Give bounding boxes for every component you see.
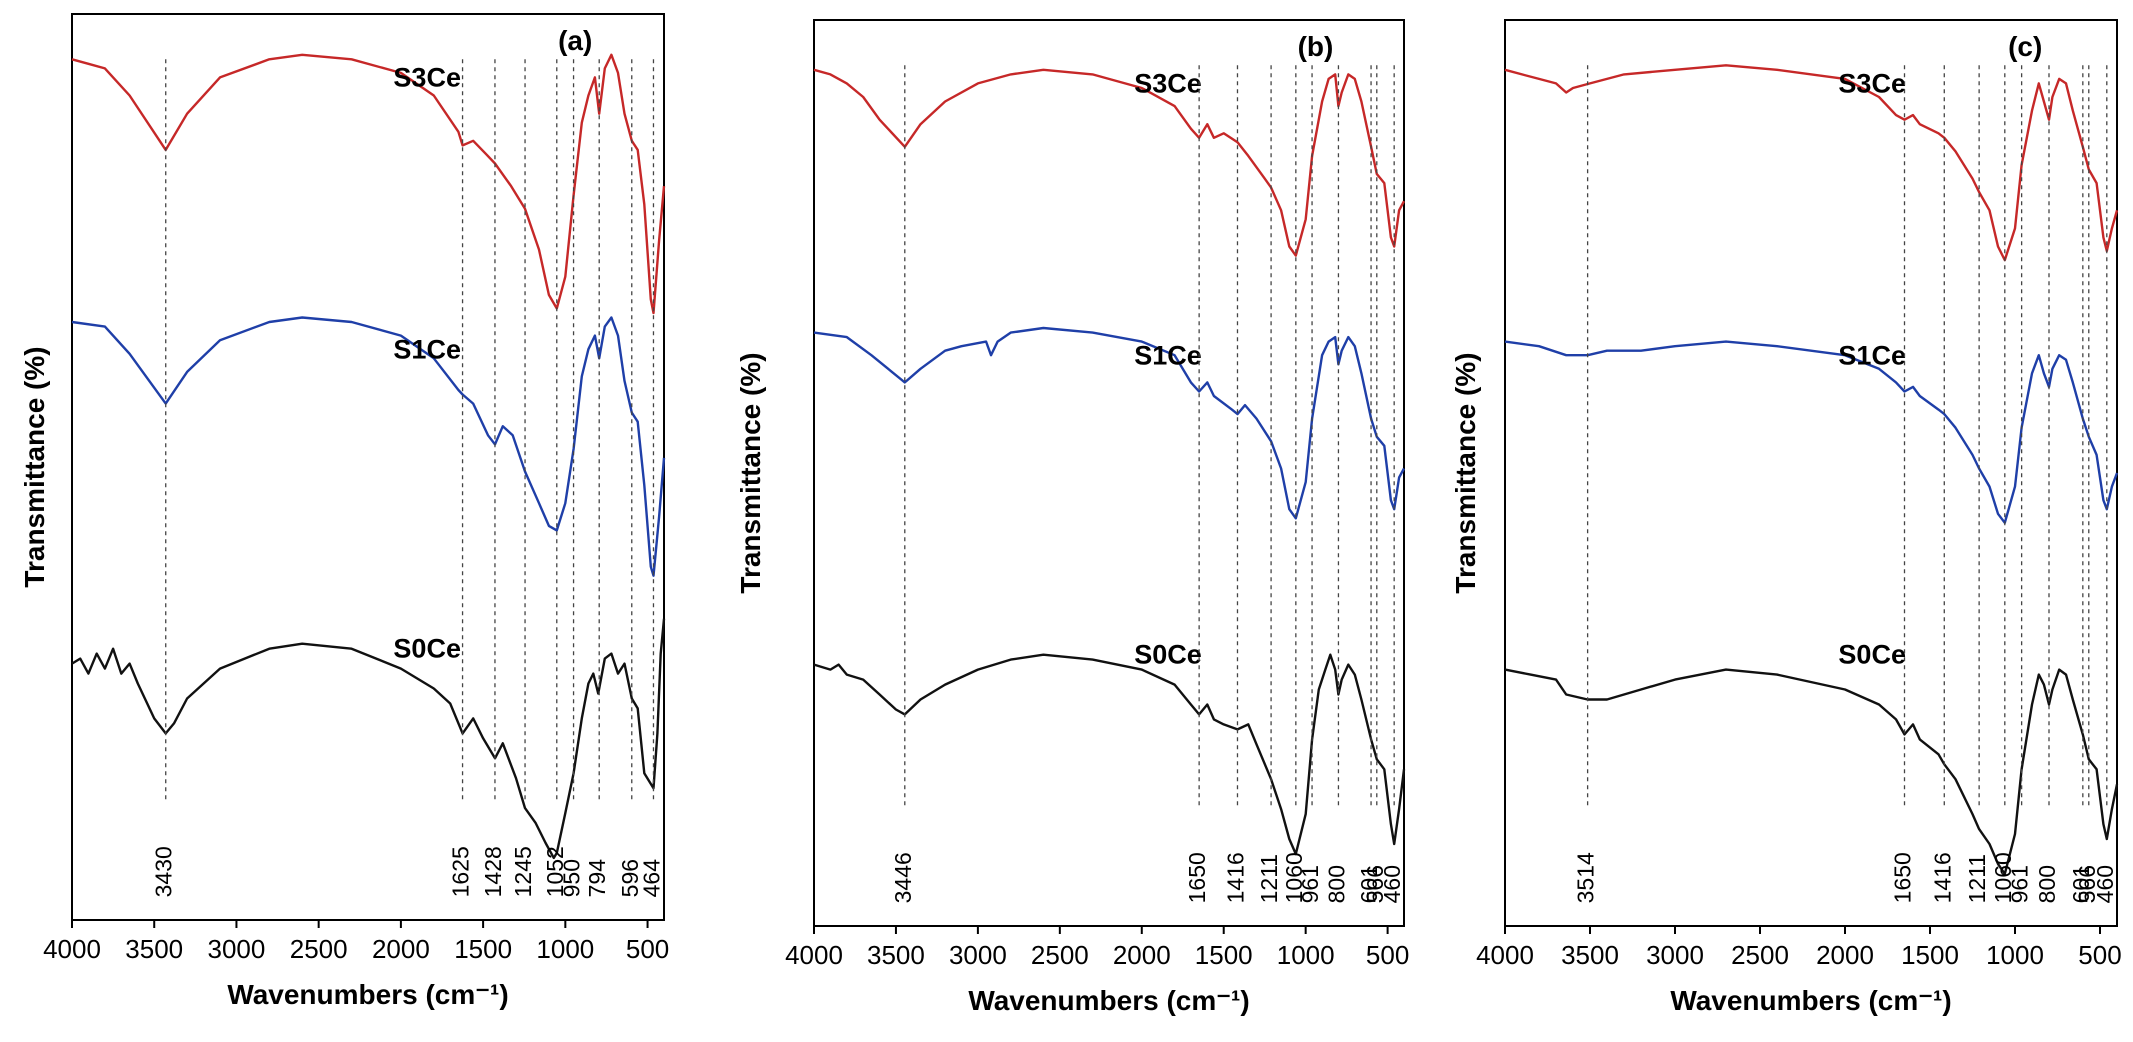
x-tick-label: 1500 [454, 934, 512, 964]
peak-label-601: 601 [2068, 865, 2094, 903]
peak-label-3514: 3514 [1573, 852, 1599, 903]
x-tick-label: 2000 [1816, 940, 1874, 970]
peak-label-464: 464 [638, 859, 664, 898]
peak-label-794: 794 [584, 859, 610, 898]
x-tick-label: 500 [2078, 940, 2121, 970]
plot-frame [813, 19, 1405, 927]
series-label-s3ce: S3Ce [1134, 68, 1202, 98]
peak-label-961: 961 [1297, 865, 1323, 903]
peak-label-3446: 3446 [890, 852, 916, 903]
peak-label-1211: 1211 [1964, 854, 1990, 903]
y-axis-label: Transmittance (%) [735, 352, 766, 593]
x-tick-label: 1000 [1277, 940, 1335, 970]
series-label-s1ce: S1Ce [393, 334, 461, 364]
series-line-s1ce [1504, 340, 2119, 524]
plot-frame [71, 13, 665, 921]
series-label-s0ce: S0Ce [1838, 639, 1906, 669]
series-label-s3ce: S3Ce [393, 62, 461, 92]
peak-label-950: 950 [559, 859, 585, 897]
peak-label-1060: 1060 [1281, 852, 1307, 903]
series-line-s0ce [813, 653, 1406, 856]
series-line-s1ce [71, 316, 666, 577]
x-tick-label: 3500 [125, 934, 183, 964]
x-tick-label: 1000 [1986, 940, 2044, 970]
panel-tag: (c) [2008, 31, 2042, 62]
peak-label-3430: 3430 [151, 846, 177, 897]
series-label-s1ce: S1Ce [1134, 340, 1202, 370]
series-line-s3ce [71, 53, 666, 315]
x-tick-label: 1500 [1901, 940, 1959, 970]
x-tick-label: 1000 [536, 934, 594, 964]
x-tick-label: 3000 [1646, 940, 1704, 970]
x-tick-label: 2500 [1031, 940, 1089, 970]
y-axis-label: Transmittance (%) [1450, 352, 1481, 593]
x-tick-label: 3000 [949, 940, 1007, 970]
x-tick-label: 2000 [1113, 940, 1171, 970]
x-axis-label: Wavenumbers (cm⁻¹) [968, 985, 1249, 1016]
x-tick-label: 2000 [372, 934, 430, 964]
x-axis-label: Wavenumbers (cm⁻¹) [227, 979, 508, 1010]
peak-label-1650: 1650 [1184, 852, 1210, 903]
peak-label-961: 961 [2007, 865, 2033, 903]
x-tick-label: 1500 [1195, 940, 1253, 970]
x-tick-label: 2500 [1731, 940, 1789, 970]
y-axis-label: Transmittance (%) [19, 346, 50, 587]
series-line-s3ce [813, 68, 1406, 257]
peak-label-1052: 1052 [542, 846, 568, 897]
x-tick-label: 2500 [290, 934, 348, 964]
peak-label-1416: 1416 [1929, 852, 1955, 903]
peak-label-566: 566 [2074, 865, 2100, 903]
peak-label-1245: 1245 [510, 846, 536, 897]
peak-label-460: 460 [2092, 865, 2118, 903]
series-label-s0ce: S0Ce [1134, 639, 1202, 669]
series-line-s0ce [71, 618, 666, 860]
peak-label-1625: 1625 [448, 846, 474, 897]
x-tick-label: 500 [1366, 940, 1409, 970]
peak-label-596: 596 [617, 859, 643, 897]
x-tick-label: 3000 [208, 934, 266, 964]
x-tick-label: 4000 [1476, 940, 1534, 970]
peak-label-1211: 1211 [1256, 854, 1282, 903]
peak-label-1416: 1416 [1222, 852, 1248, 903]
peak-label-1650: 1650 [1890, 852, 1916, 903]
x-tick-label: 4000 [785, 940, 843, 970]
x-tick-label: 500 [626, 934, 669, 964]
peak-label-800: 800 [2034, 865, 2060, 903]
plot-frame [1504, 19, 2118, 927]
peak-label-601: 601 [1356, 865, 1382, 903]
peak-label-460: 460 [1379, 865, 1405, 903]
peak-label-1428: 1428 [480, 846, 506, 897]
peak-label-566: 566 [1362, 865, 1388, 903]
series-line-s3ce [1504, 64, 2119, 262]
series-label-s3ce: S3Ce [1838, 68, 1906, 98]
series-line-s1ce [813, 326, 1406, 520]
x-tick-label: 3500 [1561, 940, 1619, 970]
peak-label-1060: 1060 [1990, 852, 2016, 903]
panel-tag: (a) [558, 25, 592, 56]
x-tick-label: 3500 [867, 940, 925, 970]
series-line-s0ce [1504, 668, 2119, 876]
peak-label-800: 800 [1323, 865, 1349, 903]
x-axis-label: Wavenumbers (cm⁻¹) [1670, 985, 1951, 1016]
series-label-s1ce: S1Ce [1838, 340, 1906, 370]
panel-tag: (b) [1298, 31, 1334, 62]
x-tick-label: 4000 [43, 934, 101, 964]
series-label-s0ce: S0Ce [393, 633, 461, 663]
